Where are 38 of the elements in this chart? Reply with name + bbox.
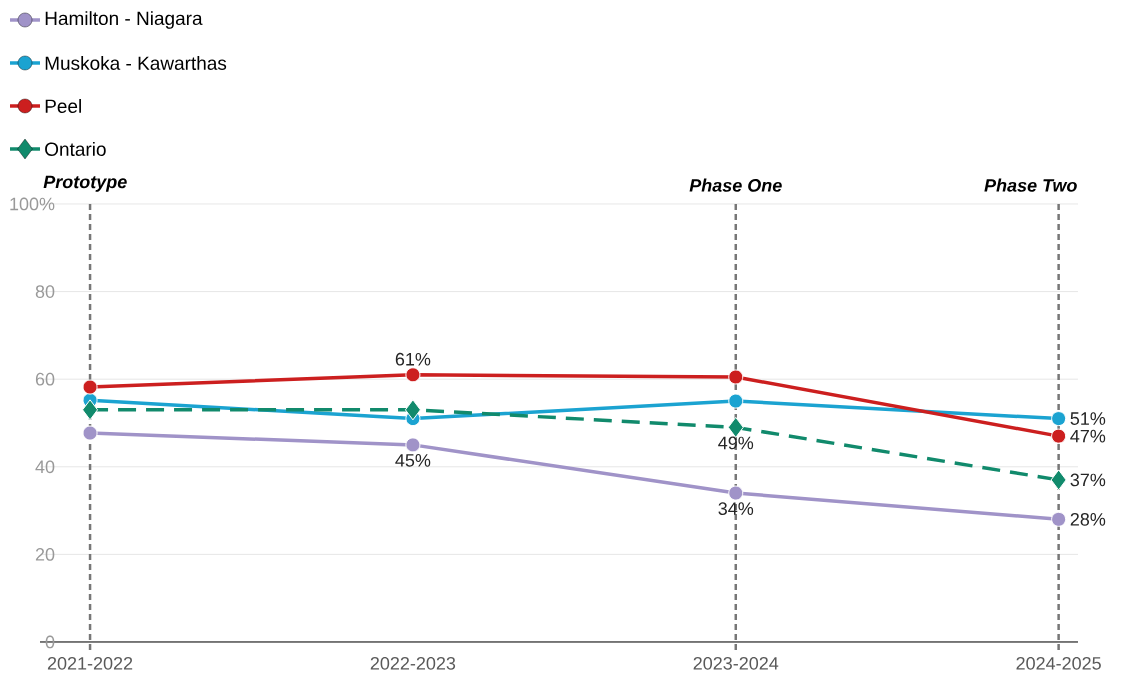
point	[405, 437, 421, 453]
x-tick-label: 2021-2022	[47, 656, 133, 670]
point	[1051, 428, 1067, 444]
legend-label: Peel	[45, 99, 81, 113]
x-tick-label: 2022-2023	[370, 656, 456, 670]
ref-line-label: Phase One	[689, 178, 782, 192]
y-tick-label: 60	[35, 372, 55, 386]
y-tick-label: 80	[35, 285, 55, 298]
point	[1051, 411, 1067, 427]
point	[728, 369, 744, 385]
data-label: 37%	[1070, 473, 1106, 487]
point	[1050, 469, 1067, 491]
legend-label: Ontario	[45, 142, 106, 156]
legend-label: Hamilton - Niagara	[45, 11, 203, 29]
x-tick-label: 2023-2024	[693, 656, 779, 670]
data-label: 51%	[1070, 412, 1106, 425]
ref-line-label: Prototype	[43, 175, 127, 192]
y-tick-label: 40	[35, 460, 55, 474]
data-label: 61%	[395, 352, 431, 366]
point	[1051, 511, 1067, 527]
x-tick-label: 2024-2025	[1016, 656, 1101, 670]
y-tick-label: 20	[35, 548, 55, 561]
point	[727, 416, 744, 438]
point	[82, 399, 99, 421]
point	[405, 367, 421, 383]
point	[82, 379, 98, 395]
data-label: 34%	[718, 502, 754, 515]
point	[728, 393, 744, 409]
y-tick-label: 100%	[10, 197, 55, 211]
data-label: 45%	[395, 454, 431, 467]
data-label: 49%	[718, 436, 754, 450]
data-label: 28%	[1070, 512, 1106, 526]
data-label: 47%	[1070, 429, 1106, 443]
ref-line-label: Phase Two	[984, 178, 1077, 192]
point	[404, 399, 421, 421]
legend-label: Muskoka - Kawarthas	[45, 56, 227, 70]
point	[728, 485, 744, 501]
point	[82, 425, 98, 441]
